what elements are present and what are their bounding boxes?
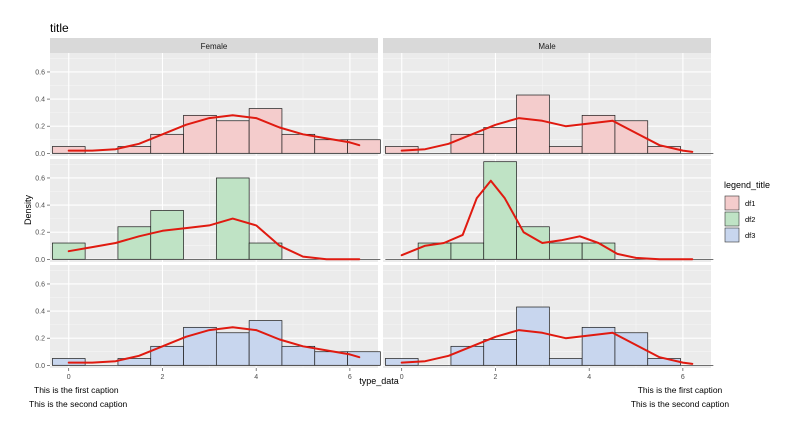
- caption-left-first: This is the first caption: [34, 385, 119, 395]
- x-tick-label: 0: [67, 374, 71, 381]
- facet-panels: 0.0 0.2 0.4 0.6 0.0 0.2 0.4 0.6 0.0 0.2 0.4 0.6 0 2 4 6…: [35, 53, 714, 381]
- histogram-bar: [281, 345, 316, 366]
- y-tick-label: 0.2: [35, 124, 45, 131]
- facet-strip-female: [50, 38, 378, 53]
- histogram-bar: [281, 133, 316, 154]
- histogram-bar: [581, 242, 616, 260]
- legend-title: legend_title: [724, 180, 770, 190]
- x-tick-label: 6: [681, 374, 685, 381]
- y-axis-title: Density: [23, 194, 33, 225]
- x-tick-label: 2: [161, 374, 165, 381]
- y-tick-label: 0.6: [35, 281, 45, 288]
- histogram-bar: [516, 306, 550, 366]
- chart-title: title: [50, 21, 69, 35]
- caption-right-second: This is the second caption: [631, 399, 730, 409]
- panel-df3-female: 0.0 0.2 0.4 0.6 0 2 4 6: [35, 265, 381, 381]
- histogram-bar: [248, 320, 283, 366]
- legend-label-df2: df2: [745, 215, 755, 224]
- legend: legend_title df1 df2 df3: [724, 180, 770, 243]
- caption-right-first: This is the first caption: [638, 385, 723, 395]
- y-tick-label: 0.4: [35, 97, 45, 104]
- y-tick-label: 0.0: [35, 257, 45, 264]
- histogram-bar: [614, 120, 649, 154]
- legend-label-df1: df1: [745, 199, 755, 208]
- x-tick-label: 6: [348, 374, 352, 381]
- y-tick-label: 0.4: [35, 309, 45, 316]
- density-curve: [67, 114, 361, 152]
- histogram-bar: [117, 226, 152, 260]
- density-curve: [67, 326, 361, 364]
- panel-df2-male: [383, 159, 714, 262]
- y-tick-label: 0.0: [35, 363, 45, 370]
- histogram-bar: [215, 120, 250, 154]
- panel-df3-male: 0 2 4 6: [383, 265, 714, 381]
- legend-key-df3: [724, 227, 740, 243]
- y-tick-label: 0.0: [35, 151, 45, 158]
- histogram-bar: [248, 242, 283, 260]
- facet-label-female: Female: [201, 42, 228, 51]
- legend-key-df2: [724, 211, 740, 227]
- histogram-bar: [483, 339, 517, 366]
- histogram-bar: [450, 242, 485, 260]
- panel-df2-female: 0.0 0.2 0.4 0.6: [35, 159, 381, 264]
- y-tick-label: 0.2: [35, 336, 45, 343]
- density-curve: [400, 329, 694, 365]
- facet-strip-male: [383, 38, 711, 53]
- histogram-bar: [548, 242, 583, 260]
- y-tick-label: 0.6: [35, 69, 45, 76]
- histogram-bar: [248, 108, 283, 154]
- panel-df1-female: 0.0 0.2 0.4 0.6: [35, 53, 381, 158]
- caption-left-second: This is the second caption: [29, 399, 128, 409]
- panel-df1-male: [383, 53, 714, 156]
- histogram-bar: [215, 332, 250, 366]
- x-tick-label: 4: [587, 374, 591, 381]
- histogram-bar: [483, 127, 517, 154]
- y-tick-label: 0.4: [35, 203, 45, 210]
- x-tick-label: 0: [400, 374, 404, 381]
- density-curve: [400, 179, 694, 261]
- histogram-bar: [150, 210, 184, 260]
- histogram-bar: [347, 139, 381, 154]
- y-tick-label: 0.2: [35, 230, 45, 237]
- y-tick-label: 0.6: [35, 175, 45, 182]
- facet-label-male: Male: [538, 42, 556, 51]
- legend-key-df1: [724, 195, 740, 211]
- density-curve: [400, 117, 694, 153]
- density-curve: [67, 217, 361, 261]
- x-tick-label: 2: [494, 374, 498, 381]
- histogram-bar: [417, 242, 452, 260]
- histogram-bar: [548, 146, 583, 154]
- histogram-bar: [516, 94, 550, 154]
- legend-label-df3: df3: [745, 231, 755, 240]
- histogram-bar: [347, 351, 381, 366]
- histogram-bar: [548, 358, 583, 366]
- x-tick-label: 4: [254, 374, 258, 381]
- x-axis-title: type_data: [359, 376, 399, 386]
